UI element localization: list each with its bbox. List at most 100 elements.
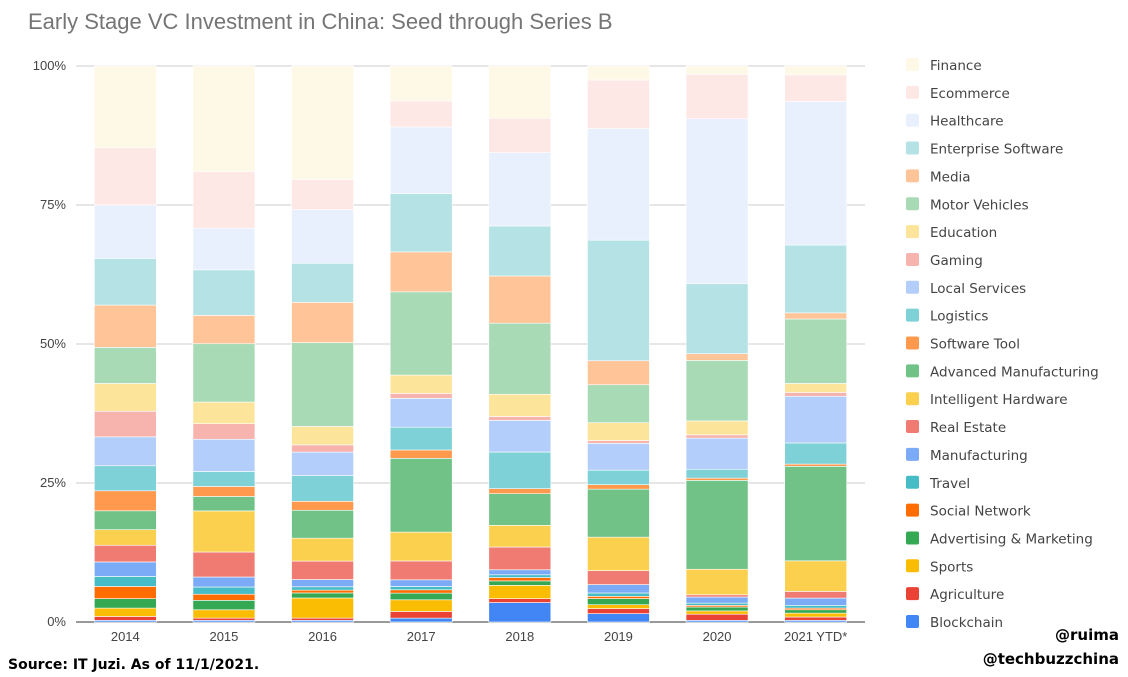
legend-label-real-estate: Real Estate bbox=[930, 420, 1006, 436]
bar-segment-blockchain-2019 bbox=[587, 613, 650, 623]
bar-segment-finance-2016 bbox=[291, 65, 354, 180]
bar-segment-advanced-manufacturing-2020 bbox=[685, 480, 749, 570]
bar-segment-healthcare-2021-ytd bbox=[784, 101, 847, 246]
bar-segment-ecommerce-2020 bbox=[685, 74, 749, 120]
bar-segment-social-network-2014 bbox=[94, 586, 157, 599]
bar-segment-real-estate-2020 bbox=[685, 594, 749, 598]
y-tick-label: 100% bbox=[33, 58, 67, 73]
x-tick-label: 2017 bbox=[407, 629, 436, 644]
bar-segment-software-tool-2018 bbox=[488, 488, 552, 494]
bar-segment-enterprise-software-2015 bbox=[192, 269, 256, 316]
bar-segment-intelligent-hardware-2015 bbox=[192, 510, 256, 553]
bar-segment-real-estate-2014 bbox=[94, 544, 157, 563]
bar-segment-sports-2020 bbox=[685, 610, 749, 615]
y-tick-label: 50% bbox=[40, 336, 66, 351]
bar-segment-education-2021-ytd bbox=[784, 383, 847, 393]
bar-segment-agriculture-2015 bbox=[192, 617, 256, 621]
bar-segment-social-network-2019 bbox=[587, 596, 650, 599]
bar-segment-media-2018 bbox=[488, 275, 552, 324]
bar-segment-gaming-2014 bbox=[94, 410, 157, 438]
bar-segment-sports-2019 bbox=[587, 604, 650, 609]
bar-segment-sports-2016 bbox=[291, 597, 354, 619]
bar-segment-finance-2020 bbox=[685, 65, 749, 75]
bar-segment-education-2015 bbox=[192, 401, 256, 425]
legend-swatch-local-services bbox=[906, 280, 919, 294]
bar-segment-agriculture-2019 bbox=[587, 608, 650, 614]
legend-label-ecommerce: Ecommerce bbox=[930, 86, 1010, 102]
bar-segment-ecommerce-2019 bbox=[587, 79, 650, 129]
y-axis-ticks: 0% 25% 50% 75% 100% bbox=[33, 58, 67, 629]
bar-segment-gaming-2015 bbox=[192, 423, 256, 440]
bar-segment-education-2020 bbox=[685, 420, 749, 436]
bar-segment-gaming-2019 bbox=[587, 440, 650, 444]
bar-segment-advanced-manufacturing-2021-ytd bbox=[784, 466, 847, 562]
bar-segment-ecommerce-2016 bbox=[291, 179, 354, 210]
bar-segment-software-tool-2019 bbox=[587, 484, 650, 490]
bar-segment-software-tool-2021-ytd bbox=[784, 463, 847, 467]
legend-swatch-advertising-marketing bbox=[906, 531, 919, 545]
bar-segment-agriculture-2017 bbox=[389, 611, 453, 619]
bar-segment-media-2016 bbox=[291, 302, 354, 343]
bar-segment-sports-2018 bbox=[488, 585, 552, 599]
bar-segment-software-tool-2016 bbox=[291, 501, 354, 511]
bar-segment-agriculture-2021-ytd bbox=[784, 616, 847, 621]
bar-segment-ecommerce-2018 bbox=[488, 117, 552, 153]
legend-label-advertising-marketing: Advertising & Marketing bbox=[930, 531, 1093, 547]
bar-segment-local-services-2015 bbox=[192, 438, 256, 472]
bar-segment-enterprise-software-2019 bbox=[587, 239, 650, 362]
legend-label-gaming: Gaming bbox=[930, 253, 983, 269]
legend-swatch-social-network bbox=[906, 503, 919, 517]
bar-segment-manufacturing-2021-ytd bbox=[784, 597, 847, 606]
bar-segment-logistics-2014 bbox=[94, 465, 157, 492]
bar-segment-intelligent-hardware-2018 bbox=[488, 525, 552, 548]
legend-swatch-enterprise-software bbox=[906, 141, 919, 155]
bar-segment-enterprise-software-2014 bbox=[94, 258, 157, 306]
bar-segment-local-services-2014 bbox=[94, 436, 157, 467]
bars bbox=[94, 65, 847, 623]
bar-segment-travel-2021-ytd bbox=[784, 605, 847, 609]
bar-segment-logistics-2019 bbox=[587, 469, 650, 485]
legend-swatch-logistics bbox=[906, 308, 919, 322]
legend-swatch-healthcare bbox=[906, 113, 919, 127]
bar-segment-healthcare-2015 bbox=[192, 227, 256, 271]
bar-segment-travel-2016 bbox=[291, 586, 354, 591]
bar-segment-logistics-2020 bbox=[685, 468, 749, 479]
twitter-handle-techbuzzchina: @techbuzzchina bbox=[983, 650, 1119, 668]
legend-label-sports: Sports bbox=[930, 559, 973, 575]
bar-segment-blockchain-2018 bbox=[488, 602, 552, 623]
legend-label-healthcare: Healthcare bbox=[930, 114, 1004, 130]
bar-segment-software-tool-2015 bbox=[192, 486, 256, 497]
y-tick-label: 25% bbox=[40, 475, 66, 490]
legend-swatch-software-tool bbox=[906, 336, 919, 350]
bar-segment-education-2019 bbox=[587, 422, 650, 441]
legend-label-blockchain: Blockchain bbox=[930, 615, 1003, 631]
bar-segment-motor-vehicles-2020 bbox=[685, 360, 749, 422]
legend-swatch-finance bbox=[906, 58, 919, 71]
bar-segment-media-2014 bbox=[94, 304, 157, 348]
bar-segment-advanced-manufacturing-2015 bbox=[192, 496, 256, 512]
legend-swatch-gaming bbox=[906, 252, 919, 266]
bar-segment-healthcare-2020 bbox=[685, 118, 749, 285]
bar-segment-enterprise-software-2020 bbox=[685, 283, 749, 355]
bar-segment-ecommerce-2021-ytd bbox=[784, 74, 847, 102]
legend-label-advanced-manufacturing: Advanced Manufacturing bbox=[930, 364, 1099, 380]
bar-segment-motor-vehicles-2018 bbox=[488, 322, 552, 395]
bar-segment-social-network-2017 bbox=[389, 589, 453, 594]
bar-segment-social-network-2016 bbox=[291, 589, 354, 594]
bar-segment-local-services-2020 bbox=[685, 437, 749, 470]
bar-segment-advanced-manufacturing-2017 bbox=[389, 458, 453, 533]
bar-segment-gaming-2021-ytd bbox=[784, 392, 847, 397]
bar-segment-healthcare-2016 bbox=[291, 209, 354, 264]
legend-label-social-network: Social Network bbox=[930, 504, 1031, 520]
bar-segment-motor-vehicles-2015 bbox=[192, 343, 256, 403]
bar-segment-local-services-2021-ytd bbox=[784, 395, 847, 444]
legend-label-travel: Travel bbox=[929, 476, 970, 492]
bar-segment-motor-vehicles-2021-ytd bbox=[784, 318, 847, 384]
bar-segment-advertising-marketing-2017 bbox=[389, 592, 453, 601]
bar-segment-manufacturing-2015 bbox=[192, 576, 256, 588]
bar-segment-gaming-2018 bbox=[488, 416, 552, 421]
bar-segment-motor-vehicles-2014 bbox=[94, 347, 157, 384]
bar-segment-ecommerce-2017 bbox=[389, 100, 453, 128]
legend-swatch-advanced-manufacturing bbox=[906, 364, 919, 378]
bar-segment-media-2017 bbox=[389, 251, 453, 293]
